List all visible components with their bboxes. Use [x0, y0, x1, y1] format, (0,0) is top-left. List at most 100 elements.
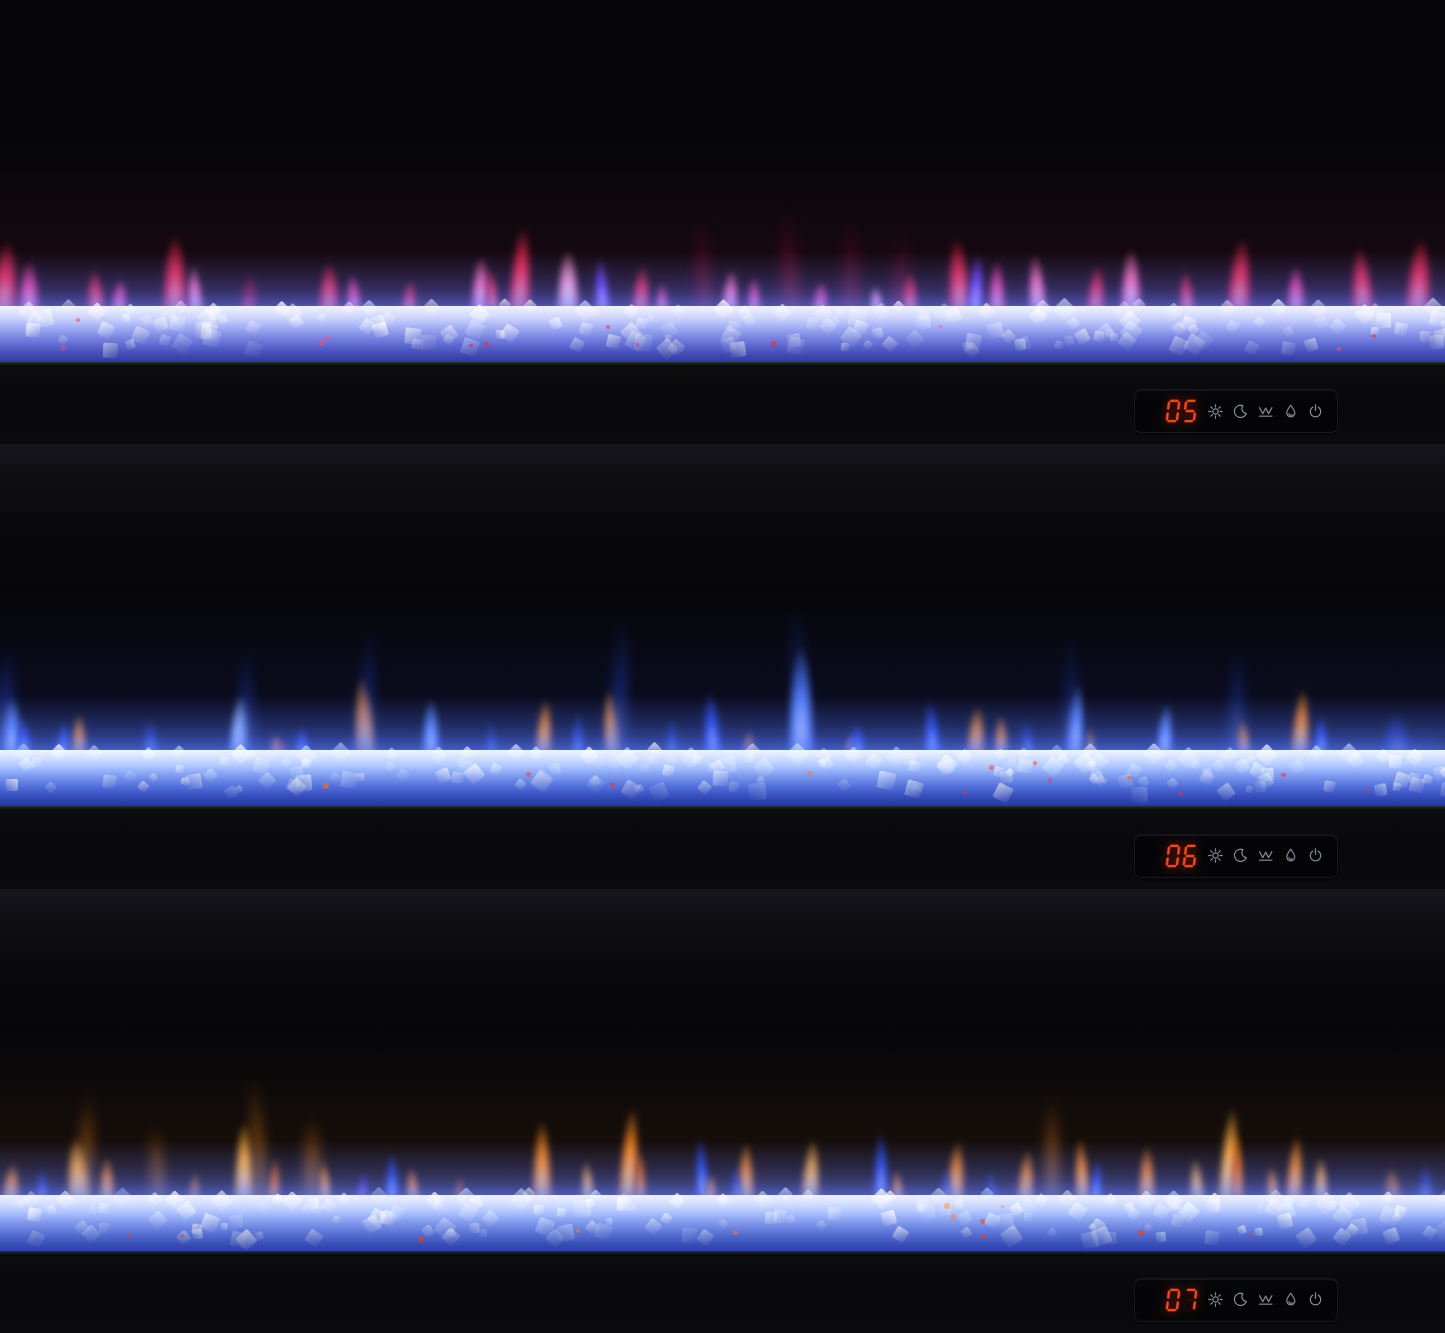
- crystal-facet: [918, 308, 931, 320]
- crystal-facet: [146, 1191, 163, 1208]
- crystal-facet: [1089, 770, 1105, 786]
- crystal-facet: [661, 320, 679, 338]
- crystal-facet: [729, 341, 748, 359]
- crystal-facet: [1375, 748, 1392, 765]
- crystal-facet: [1087, 751, 1110, 774]
- crystal-facet: [1378, 1204, 1400, 1227]
- crystal-facet: [254, 1231, 265, 1242]
- power-button[interactable]: [1307, 403, 1324, 420]
- crystal-facet: [451, 771, 465, 784]
- crystal-facet: [469, 1195, 484, 1210]
- crystal-facet: [175, 1229, 192, 1246]
- crystal-facet: [961, 341, 973, 352]
- crystal-facet: [548, 316, 564, 332]
- crystal-facet: [307, 1197, 319, 1210]
- crystal-facet: [772, 303, 792, 322]
- crystal-facet: [589, 752, 608, 771]
- crystal-facet: [1073, 751, 1098, 776]
- crystal-facet: [1064, 335, 1075, 346]
- crystal-facet: [1281, 341, 1297, 357]
- brightness-button[interactable]: [1207, 1291, 1224, 1308]
- sleep-timer-button[interactable]: [1232, 847, 1249, 864]
- crystal-facet: [1191, 760, 1202, 771]
- crystal-facet: [1249, 761, 1267, 780]
- crystal-facet: [1277, 1212, 1294, 1229]
- crystal-facet: [252, 755, 272, 775]
- flame-effect-button[interactable]: [1282, 847, 1299, 864]
- ember-bed-button[interactable]: [1257, 847, 1274, 864]
- ember-speck: [576, 1228, 581, 1233]
- crystal-facet: [1439, 782, 1445, 798]
- crystal-facet: [442, 333, 455, 347]
- crystal-facet: [1023, 1213, 1033, 1222]
- flame-display: [0, 444, 1445, 757]
- crystal-facet: [1123, 1202, 1135, 1214]
- crystal-facet: [728, 321, 740, 333]
- flame: [1341, 224, 1381, 312]
- crystal-facet: [662, 763, 675, 777]
- crystal-facet: [1345, 1222, 1360, 1238]
- crystal-facet: [828, 1206, 842, 1220]
- crystal-facet: [1169, 1201, 1179, 1211]
- crystal-facet: [229, 1230, 248, 1250]
- crystal-facet: [258, 770, 277, 789]
- crystal-facet: [991, 782, 1014, 805]
- crystal-facet: [589, 307, 601, 320]
- crystal-facet: [220, 1223, 228, 1231]
- flame: [1134, 1124, 1161, 1201]
- sleep-timer-button[interactable]: [1232, 1291, 1249, 1308]
- power-button[interactable]: [1307, 1291, 1324, 1308]
- crystal-facet: [1394, 321, 1408, 336]
- flame: [651, 272, 672, 312]
- flame: [795, 1116, 829, 1201]
- flame: [550, 228, 585, 312]
- crystal-facet: [644, 1217, 662, 1236]
- crystal-facet: [433, 1217, 457, 1241]
- led-display: [1165, 1288, 1199, 1312]
- crystal-facet: [6, 778, 18, 791]
- ember-bed-button[interactable]: [1257, 1291, 1274, 1308]
- flame: [1309, 1140, 1332, 1201]
- crystal-facet: [999, 770, 1014, 785]
- ember-bed-button[interactable]: [1257, 403, 1274, 420]
- power-icon: [1309, 404, 1322, 418]
- crystal-facet: [462, 762, 486, 786]
- flame-effect-button[interactable]: [1282, 403, 1299, 420]
- crystal-facet: [885, 746, 907, 768]
- brightness-button[interactable]: [1207, 847, 1224, 864]
- flame: [1412, 1148, 1440, 1201]
- flame-icon: [1286, 1293, 1296, 1306]
- crystal-facet: [26, 310, 44, 328]
- crystal-facet: [371, 320, 390, 339]
- flame-effect-button[interactable]: [1282, 1291, 1299, 1308]
- crystal-facet: [668, 1192, 686, 1210]
- moon-icon: [1233, 848, 1247, 863]
- crystal-facet: [1118, 309, 1141, 332]
- brightness-button[interactable]: [1207, 403, 1224, 420]
- crystal-facet: [25, 322, 42, 338]
- flame: [587, 238, 616, 312]
- crystal-facet: [645, 313, 656, 324]
- crystal-facet: [623, 330, 647, 354]
- crystal-facet: [578, 321, 594, 337]
- crystal-facet: [191, 1223, 203, 1235]
- crystal-facet: [1170, 320, 1186, 336]
- crystal-facet: [1349, 1218, 1368, 1237]
- crystal-facet: [1421, 773, 1434, 786]
- crystal-facet: [963, 341, 981, 359]
- crystal-facet: [933, 302, 957, 326]
- crystal-facet: [1303, 337, 1319, 353]
- crystal-facet: [876, 770, 897, 791]
- crystal-facet: [1170, 1214, 1186, 1229]
- power-button[interactable]: [1307, 847, 1324, 864]
- crystal-facet: [1225, 318, 1241, 334]
- crystal-facet: [660, 1211, 673, 1225]
- touch-controls: [1207, 847, 1324, 864]
- crystal-facet: [1090, 1225, 1113, 1248]
- crystal-facet: [910, 783, 922, 795]
- sleep-timer-button[interactable]: [1232, 403, 1249, 420]
- crystal-facet: [1014, 335, 1032, 353]
- crystal-facet: [158, 334, 172, 347]
- crystal-facet: [937, 758, 955, 776]
- crystal-facet: [152, 316, 170, 333]
